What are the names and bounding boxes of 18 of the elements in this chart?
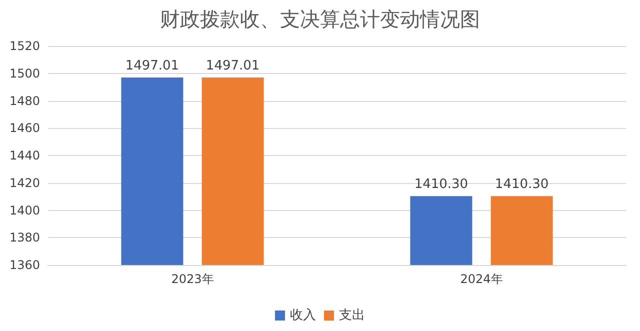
y-tick-label: 1520 bbox=[9, 39, 40, 53]
y-tick-label: 1420 bbox=[9, 176, 40, 190]
chart-title: 财政拨款收、支决算总计变动情况图 bbox=[160, 7, 480, 31]
x-tick-label: 2024年 bbox=[460, 272, 503, 286]
legend-label: 收入 bbox=[290, 308, 316, 323]
legend-label: 支出 bbox=[339, 308, 365, 323]
y-tick-label: 1460 bbox=[9, 121, 40, 136]
data-label: 1410.30 bbox=[414, 177, 468, 192]
data-label: 1497.01 bbox=[206, 58, 260, 74]
y-tick-label: 1360 bbox=[9, 258, 40, 272]
data-label: 1497.01 bbox=[125, 58, 180, 74]
x-tick-label: 2023年 bbox=[171, 272, 214, 286]
y-tick-label: 1400 bbox=[9, 203, 40, 218]
y-tick-label: 1500 bbox=[9, 66, 40, 80]
y-tick-label: 1480 bbox=[9, 94, 40, 108]
data-label: 1410.30 bbox=[494, 177, 549, 192]
y-tick-label: 1380 bbox=[9, 230, 40, 245]
y-tick-label: 1440 bbox=[9, 148, 40, 162]
